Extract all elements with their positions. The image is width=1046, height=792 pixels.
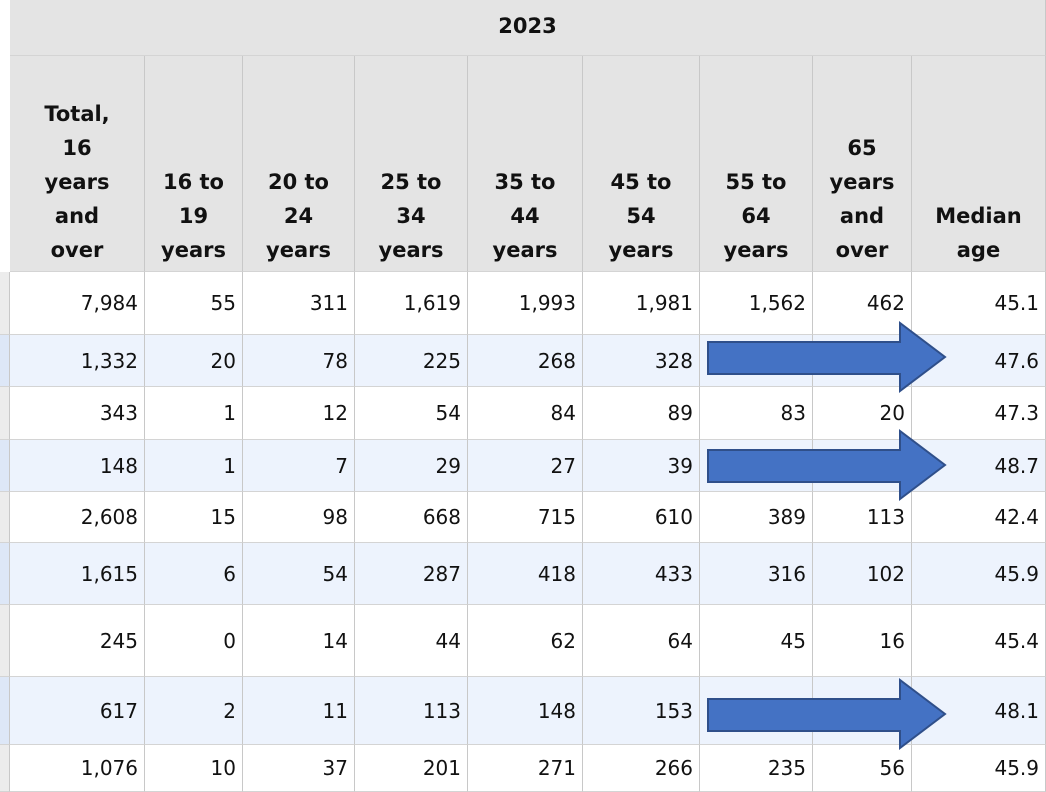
data-cell: 45 — [700, 605, 813, 677]
data-cell: 62 — [468, 605, 583, 677]
data-cell: 45.4 — [912, 605, 1046, 677]
data-cell: 418 — [468, 543, 583, 605]
arrow — [707, 428, 947, 502]
data-cell: 12 — [243, 387, 355, 440]
arrow — [707, 320, 947, 394]
data-cell: 1,615 — [10, 543, 145, 605]
data-cell: 225 — [355, 335, 468, 387]
column-header: 45 to 54 years — [583, 56, 700, 272]
data-cell: 102 — [813, 543, 912, 605]
data-cell: 268 — [468, 335, 583, 387]
data-cell: 113 — [813, 492, 912, 543]
data-cell: 89 — [583, 387, 700, 440]
data-cell: 20 — [145, 335, 243, 387]
data-cell: 0 — [145, 605, 243, 677]
data-cell: 42.4 — [912, 492, 1046, 543]
data-cell: 148 — [10, 440, 145, 492]
column-header: 16 to 19 years — [145, 56, 243, 272]
row-header-stub — [0, 440, 10, 492]
data-cell: 148 — [468, 677, 583, 745]
column-header: 35 to 44 years — [468, 56, 583, 272]
data-cell: 39 — [583, 440, 700, 492]
data-cell: 271 — [468, 745, 583, 792]
data-cell: 54 — [355, 387, 468, 440]
data-cell: 153 — [583, 677, 700, 745]
data-cell: 1,981 — [583, 272, 700, 335]
arrow — [707, 677, 947, 751]
data-cell: 98 — [243, 492, 355, 543]
data-cell: 55 — [145, 272, 243, 335]
column-header: Median age — [912, 56, 1046, 272]
data-cell: 54 — [243, 543, 355, 605]
data-cell: 14 — [243, 605, 355, 677]
data-cell: 1,993 — [468, 272, 583, 335]
row-header-stub — [0, 605, 10, 677]
data-cell: 7 — [243, 440, 355, 492]
data-cell: 20 — [813, 387, 912, 440]
row-header-stub — [0, 492, 10, 543]
row-header-stub — [0, 272, 10, 335]
data-cell: 433 — [583, 543, 700, 605]
data-cell: 201 — [355, 745, 468, 792]
data-cell: 84 — [468, 387, 583, 440]
data-cell: 311 — [243, 272, 355, 335]
data-cell: 235 — [700, 745, 813, 792]
row-header-stub — [0, 677, 10, 745]
data-cell: 316 — [700, 543, 813, 605]
data-cell: 16 — [813, 605, 912, 677]
data-cell: 45.1 — [912, 272, 1046, 335]
data-cell: 78 — [243, 335, 355, 387]
data-cell: 29 — [355, 440, 468, 492]
row-header-stub — [0, 387, 10, 440]
data-cell: 610 — [583, 492, 700, 543]
data-cell: 462 — [813, 272, 912, 335]
data-cell: 266 — [583, 745, 700, 792]
data-cell: 64 — [583, 605, 700, 677]
data-cell: 287 — [355, 543, 468, 605]
data-cell: 389 — [700, 492, 813, 543]
data-cell: 44 — [355, 605, 468, 677]
data-cell: 45.9 — [912, 745, 1046, 792]
data-cell: 6 — [145, 543, 243, 605]
data-cell: 668 — [355, 492, 468, 543]
data-cell: 1,332 — [10, 335, 145, 387]
column-header: 25 to 34 years — [355, 56, 468, 272]
column-header: 20 to 24 years — [243, 56, 355, 272]
data-cell: 1,076 — [10, 745, 145, 792]
column-header: 65 years and over — [813, 56, 912, 272]
data-cell: 1,619 — [355, 272, 468, 335]
row-header-stub — [0, 335, 10, 387]
year-header: 2023 — [10, 0, 1046, 56]
data-cell: 715 — [468, 492, 583, 543]
data-cell: 15 — [145, 492, 243, 543]
data-cell: 83 — [700, 387, 813, 440]
column-header: Total, 16 years and over — [10, 56, 145, 272]
data-cell: 343 — [10, 387, 145, 440]
data-cell: 328 — [583, 335, 700, 387]
data-cell: 113 — [355, 677, 468, 745]
data-cell: 1,562 — [700, 272, 813, 335]
data-cell: 48.7 — [912, 440, 1046, 492]
data-cell: 11 — [243, 677, 355, 745]
data-cell: 10 — [145, 745, 243, 792]
data-cell: 1 — [145, 387, 243, 440]
data-cell: 245 — [10, 605, 145, 677]
data-cell: 617 — [10, 677, 145, 745]
row-header-stub — [0, 543, 10, 605]
data-cell: 1 — [145, 440, 243, 492]
data-cell: 56 — [813, 745, 912, 792]
data-cell: 7,984 — [10, 272, 145, 335]
data-cell: 2 — [145, 677, 243, 745]
data-cell: 47.3 — [912, 387, 1046, 440]
column-header: 55 to 64 years — [700, 56, 813, 272]
data-cell: 45.9 — [912, 543, 1046, 605]
data-cell: 2,608 — [10, 492, 145, 543]
data-cell: 27 — [468, 440, 583, 492]
